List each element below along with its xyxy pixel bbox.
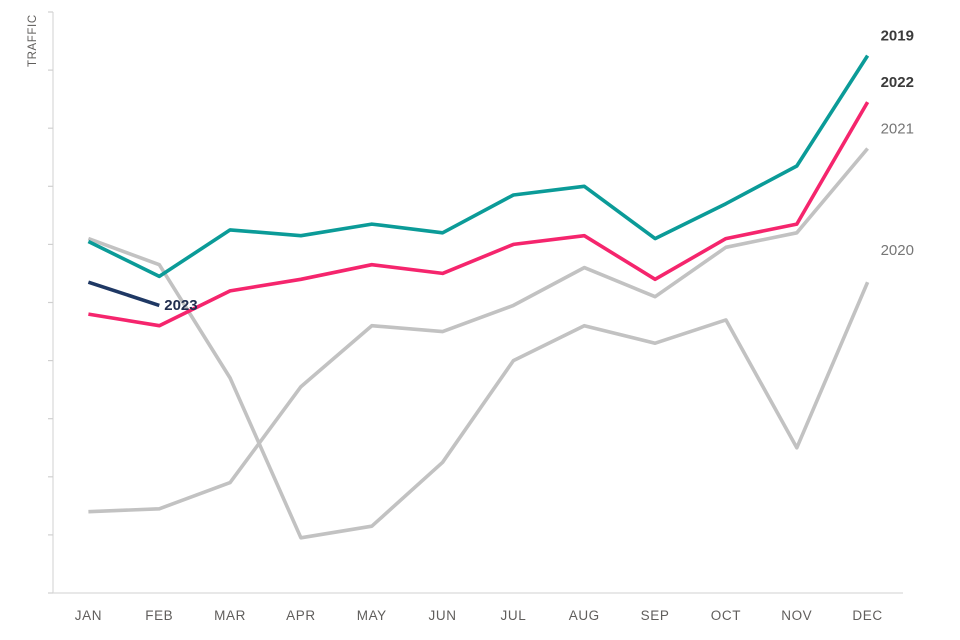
x-axis-label-feb: FEB: [145, 608, 173, 623]
series-labels: 2019 2022 2021 2020 2023: [164, 28, 914, 314]
y-axis-ticks: [48, 11, 53, 594]
x-axis-label-sep: SEP: [641, 608, 670, 623]
x-axis-label-nov: NOV: [781, 608, 812, 623]
x-axis-label-mar: MAR: [214, 608, 246, 623]
x-axis-labels: JAN FEB MAR APR MAY JUN JUL AUG SEP OCT NOV DEC: [75, 608, 882, 623]
series-line-2019: [87, 54, 870, 279]
series-line-2023: [87, 280, 160, 308]
x-axis-label-aug: AUG: [569, 608, 600, 623]
series-line-2021: [88, 147, 869, 514]
x-axis-label-jul: JUL: [501, 608, 527, 623]
series-label-2022: 2022: [881, 74, 914, 91]
series-line-2022: [88, 101, 870, 328]
x-axis-label-jan: JAN: [75, 608, 102, 623]
series-lines: [87, 54, 870, 540]
series-label-2019: 2019: [881, 28, 914, 45]
y-axis-title: TRAFFIC: [27, 14, 39, 67]
series-label-2021: 2021: [881, 121, 914, 138]
series-label-2023: 2023: [164, 297, 197, 314]
x-axis-label-apr: APR: [286, 608, 316, 623]
x-axis-label-jun: JUN: [429, 608, 457, 623]
x-axis-label-dec: DEC: [852, 608, 882, 623]
series-line-2020: [87, 236, 870, 540]
series-label-2020: 2020: [881, 242, 914, 259]
x-axis-label-oct: OCT: [711, 608, 741, 623]
x-axis-label-may: MAY: [357, 608, 387, 623]
